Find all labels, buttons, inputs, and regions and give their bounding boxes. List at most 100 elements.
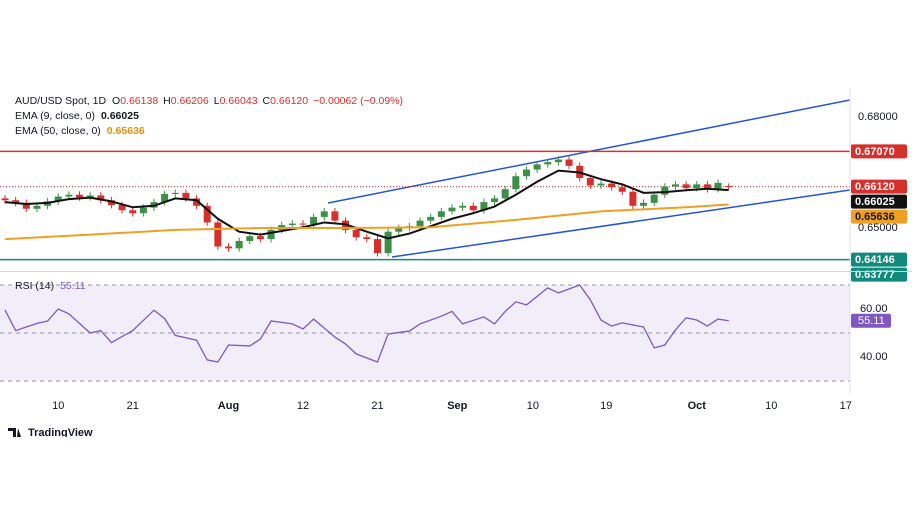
candle-body xyxy=(193,198,201,206)
candle-body xyxy=(491,198,499,203)
x-tick-label: 10 xyxy=(527,400,539,412)
ema-name: EMA (9, close, 0) xyxy=(15,110,95,122)
price-label: 0.63777 xyxy=(855,269,895,281)
candle-body xyxy=(533,164,541,170)
brand: TradingView xyxy=(28,427,93,439)
ohlc-value: 0.66043 xyxy=(220,95,258,107)
candle-body xyxy=(682,184,690,189)
ema-value: 0.66025 xyxy=(101,110,139,122)
candle-body xyxy=(75,194,83,198)
candle-body xyxy=(310,216,318,225)
price-label: 0.66025 xyxy=(855,196,895,208)
rsi-plot xyxy=(0,284,850,382)
candle-body xyxy=(437,211,445,217)
x-tick-label: 19 xyxy=(600,400,612,412)
ohlc-key: L xyxy=(214,95,220,107)
candle-body xyxy=(512,176,520,190)
candle-body xyxy=(54,196,62,202)
candle-body xyxy=(161,193,169,203)
candle-body xyxy=(214,222,222,247)
rsi-value: 55.11 xyxy=(60,280,86,292)
rsi-name: RSI (14) xyxy=(15,280,54,292)
ohlc-value: 0.66120 xyxy=(270,95,308,107)
ohlc-value: 0.66138 xyxy=(120,95,158,107)
price-axis: 0.65000 0.68000 0.67070 0.66120 0.66025 0.656… xyxy=(851,111,907,363)
change: −0.00062 (−0.09%) xyxy=(313,95,403,107)
candle-body xyxy=(522,169,530,177)
candle-body xyxy=(714,182,722,190)
x-tick-label: Oct xyxy=(688,400,707,412)
legend-ema: EMA (50, close, 0) 0.65636 xyxy=(15,125,145,137)
candle-body xyxy=(725,185,733,187)
price-label-bg xyxy=(851,252,907,267)
channel-lower xyxy=(391,189,850,258)
x-tick-label: 21 xyxy=(371,400,383,412)
candle-body xyxy=(65,194,73,197)
x-tick-label: 10 xyxy=(765,400,777,412)
price-label-bg xyxy=(851,194,907,209)
candle-body xyxy=(650,194,658,203)
ema-value: 0.65636 xyxy=(107,125,145,137)
candle-body xyxy=(703,184,711,190)
candle-body xyxy=(224,246,232,249)
ohlc-key: H xyxy=(163,95,171,107)
price-label-bg xyxy=(851,179,907,194)
candle-body xyxy=(448,207,456,212)
candle-body xyxy=(671,184,679,187)
ema-line xyxy=(4,169,729,240)
candle-body xyxy=(118,205,126,211)
candle-body xyxy=(320,211,328,217)
candle-body xyxy=(171,192,179,194)
rsi-line xyxy=(4,284,729,363)
ema-name: EMA (50, close, 0) xyxy=(15,125,101,137)
rsi-label-bg xyxy=(851,313,891,328)
candle-body xyxy=(256,236,264,240)
x-tick-label: 21 xyxy=(127,400,139,412)
candle-body xyxy=(1,198,9,201)
y-tick-label: 40.00 xyxy=(860,351,888,363)
candle-body xyxy=(246,236,254,241)
price-label: 0.65636 xyxy=(855,211,895,223)
candle-body xyxy=(352,229,360,238)
candle-body xyxy=(203,205,211,223)
candle-body xyxy=(299,223,307,225)
candle-body xyxy=(693,184,701,189)
candle-body xyxy=(182,192,190,199)
candle-body xyxy=(597,183,605,186)
candle-body xyxy=(97,195,105,201)
x-axis: 10 21 Aug 12 21 Sep 10 19 Oct 10 17 xyxy=(52,400,852,412)
price-label: 0.67070 xyxy=(855,146,895,158)
candle-body xyxy=(608,183,616,188)
y-tick-label: 60.00 xyxy=(860,303,888,315)
rsi-panel xyxy=(0,284,850,382)
price-plot xyxy=(0,99,850,261)
symbol: AUD/USD Spot, 1D xyxy=(15,95,106,107)
candle-body xyxy=(554,159,562,163)
candle-body xyxy=(661,186,669,195)
candle-body xyxy=(107,200,115,206)
candle-body xyxy=(86,195,94,198)
ohlc-value: 0.66206 xyxy=(171,95,209,107)
candle-body xyxy=(363,237,371,240)
price-label: 0.66120 xyxy=(855,181,895,193)
x-tick-label: 17 xyxy=(840,400,852,412)
candle-body xyxy=(22,202,30,209)
ema-line xyxy=(4,203,729,241)
candle-body xyxy=(395,228,403,232)
candle-body xyxy=(629,191,637,206)
candle-body xyxy=(129,210,137,214)
candle-body xyxy=(139,207,147,214)
candle-body xyxy=(288,223,296,226)
legend-rsi: RSI (14) 55.11 xyxy=(15,280,86,292)
candle-body xyxy=(235,240,243,249)
rsi-label: 55.11 xyxy=(858,315,885,327)
y-tick-label: 0.68000 xyxy=(858,111,898,123)
candle-body xyxy=(501,189,509,199)
y-tick-label: 0.65000 xyxy=(858,222,898,234)
candle-body xyxy=(459,205,467,208)
x-tick-label: 10 xyxy=(52,400,64,412)
candle-body xyxy=(640,202,648,206)
candle-body xyxy=(12,200,20,203)
